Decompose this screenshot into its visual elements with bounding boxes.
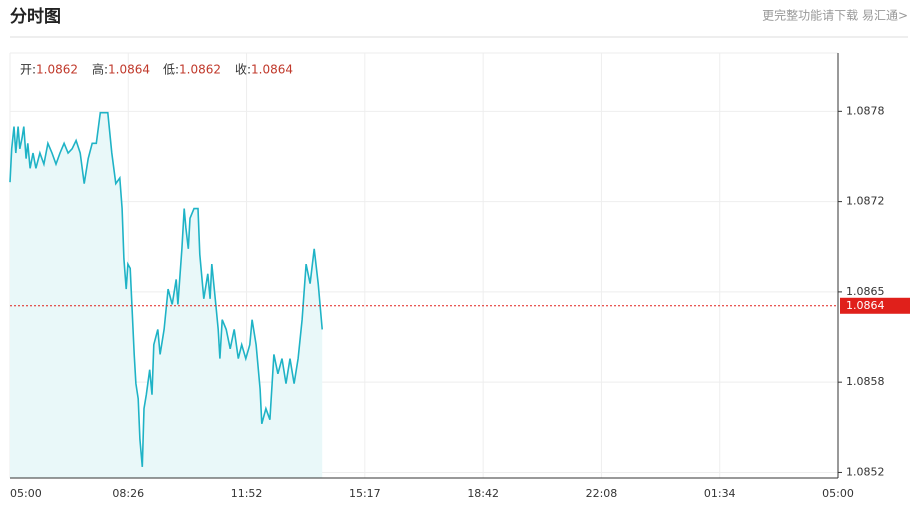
x-tick-label: 22:08 [586,487,618,500]
y-tick-label: 1.0872 [846,195,885,208]
x-tick-label: 18:42 [467,487,499,500]
y-tick-label: 1.0858 [846,375,885,388]
x-tick-label: 08:26 [112,487,144,500]
summary-value: 1.0864 [108,63,150,77]
y-tick-label: 1.0878 [846,104,885,117]
y-tick-label: 1.0865 [846,285,885,298]
page-title: 分时图 [10,7,61,27]
x-tick-label: 01:34 [704,487,736,500]
last-price-box [840,297,910,314]
download-link[interactable]: 更完整功能请下载 易汇通> [762,8,908,23]
last-price-label: 1.0864 [846,299,885,312]
x-tick-label: 11:52 [231,487,263,500]
x-tick-label: 15:17 [349,487,381,500]
summary-label: 收: [235,63,251,77]
summary-value: 1.0862 [36,63,78,77]
x-tick-label: 05:00 [10,487,42,500]
summary-label: 开: [20,63,36,77]
summary-label: 低: [163,63,179,77]
summary-value: 1.0864 [251,63,293,77]
price-line [9,111,323,467]
area-fill [10,112,323,478]
x-tick-label: 05:00 [822,487,854,500]
summary-value: 1.0862 [179,63,221,77]
summary-label: 高: [92,62,108,77]
y-tick-label: 1.0852 [846,465,885,478]
